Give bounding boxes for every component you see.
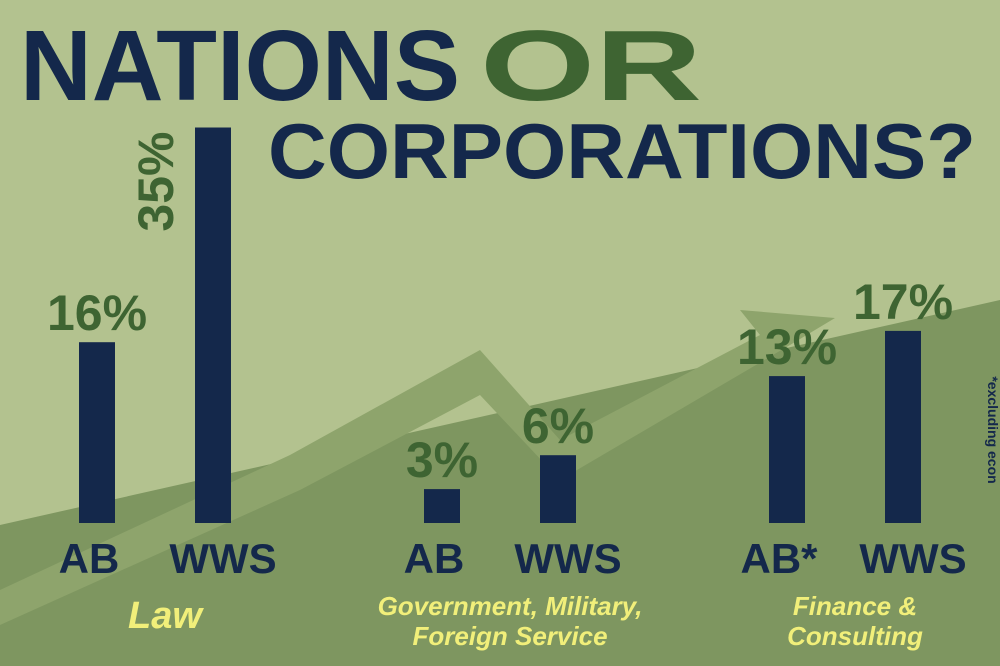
series-name: AB (59, 535, 120, 582)
series-label: AB (404, 535, 465, 582)
bar (424, 489, 460, 523)
category-label: Finance & Consulting (787, 591, 923, 651)
title-word: OR (480, 10, 702, 122)
value-label: 6% (522, 398, 594, 454)
value-label: 35% (128, 132, 184, 232)
series-label: WWS (169, 535, 276, 582)
series-label: WWS (859, 535, 966, 582)
bar (195, 127, 231, 523)
bar (885, 330, 921, 523)
series-name: AB (740, 535, 801, 582)
series-name: AB (404, 535, 465, 582)
series-name: WWS (169, 535, 276, 582)
value-label: 17% (853, 274, 953, 330)
value-label: 13% (737, 319, 837, 375)
footnote-mark: * (801, 535, 818, 582)
category-label: Law (128, 595, 202, 637)
background-slope (0, 300, 1000, 666)
series-name: WWS (514, 535, 621, 582)
arrow-decoration (0, 310, 835, 625)
value-label: 3% (406, 432, 478, 488)
series-label: WWS (514, 535, 621, 582)
value-label: 16% (47, 285, 147, 341)
bar (540, 455, 576, 523)
bar (79, 342, 115, 523)
series-label: AB* (740, 535, 818, 582)
title-word: NATIONS (20, 10, 460, 122)
footnote: *excluding econ (985, 376, 1000, 483)
series-label: AB (59, 535, 120, 582)
series-name: WWS (859, 535, 966, 582)
title-word: CORPORATIONS? (268, 107, 976, 195)
category-label: Government, Military, Foreign Service (377, 591, 643, 651)
bar (769, 376, 805, 523)
